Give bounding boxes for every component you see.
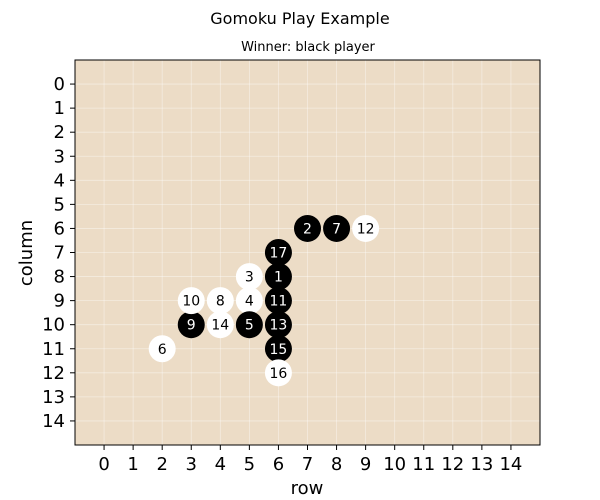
stone-move-label: 10 [182,294,200,310]
game-board [74,59,541,446]
stone: 12 [352,214,380,242]
y-tick-label: 2 [54,122,65,143]
x-tick-label: 13 [470,454,493,475]
y-tick-label: 11 [42,339,65,360]
stone: 10 [177,287,205,315]
stone-move-label: 9 [187,318,196,334]
chart-title: Gomoku Play Example [210,9,389,28]
y-tick-label: 9 [54,291,65,312]
y-axis-label: column [16,220,37,286]
stone: 11 [264,287,292,315]
x-tick-label: 10 [383,454,406,475]
stone-disc [177,311,205,339]
x-tick-label: 4 [215,454,226,475]
stone: 17 [264,239,292,266]
stone: 1 [264,263,292,291]
y-tick-label: 5 [54,194,65,215]
stone-move-label: 1 [274,270,283,286]
y-tick-label: 0 [54,74,65,95]
stone: 15 [264,335,292,363]
stone-move-label: 11 [270,294,288,310]
x-tick-label: 3 [186,454,197,475]
stone-disc [264,263,292,291]
stone: 8 [206,287,234,315]
x-tick-label: 0 [98,454,109,475]
stone-move-label: 13 [270,318,288,334]
stone: 4 [235,287,263,315]
x-tick-label: 12 [441,454,464,475]
stone-disc [235,287,263,315]
y-tick-label: 1 [54,98,65,119]
stone: 7 [323,214,351,242]
stone: 16 [264,359,292,387]
y-tick-label: 7 [54,243,65,264]
x-tick-label: 9 [360,454,371,475]
y-tick-label: 10 [42,315,65,336]
y-tick-label: 6 [54,218,65,239]
stone-move-label: 16 [270,366,288,382]
y-tick-label: 3 [54,146,65,167]
chart-subtitle: Winner: black player [241,40,375,55]
stone: 3 [235,263,263,291]
stone: 2 [294,214,321,242]
stone-move-label: 17 [270,246,288,262]
x-tick-label: 2 [156,454,167,475]
stone-move-label: 2 [303,221,312,237]
x-tick-label: 11 [412,454,435,475]
x-tick-label: 6 [273,454,284,475]
stone-move-label: 15 [270,342,288,358]
stone-disc [323,214,351,242]
stone-move-label: 12 [357,221,375,237]
x-tick-label: 1 [127,454,138,475]
x-tick-label: 14 [499,454,522,475]
stone: 6 [148,335,176,363]
stone-disc [148,335,176,363]
stone-move-label: 7 [332,221,341,237]
stone-disc [352,214,380,242]
x-tick-label: 7 [302,454,313,475]
stone-disc [264,359,292,387]
stone-disc [177,287,205,315]
stone-move-label: 14 [211,318,229,334]
stone-disc [264,335,292,363]
y-tick-label: 8 [54,267,65,288]
y-tick-label: 13 [42,387,65,408]
stone-move-label: 3 [245,270,254,286]
x-tick-label: 8 [331,454,342,475]
board-frame [74,59,541,446]
stone: 5 [235,311,263,339]
x-tick-label: 5 [244,454,255,475]
stone-disc [264,239,292,266]
stone: 14 [206,311,234,339]
stone-disc [264,287,292,315]
stone-disc [294,214,321,242]
stone: 9 [177,311,205,339]
stone-move-label: 6 [158,342,167,358]
stone-disc [206,311,234,339]
y-tick-label: 12 [42,363,65,384]
stone-disc [235,263,263,291]
stone-disc [206,287,234,315]
stone-disc [235,311,263,339]
stone-move-label: 8 [216,294,225,310]
stone-move-label: 5 [245,318,254,334]
x-axis-label: row [291,478,324,499]
stone-move-label: 4 [245,294,254,310]
y-tick-label: 14 [42,411,65,432]
stone: 13 [264,311,292,339]
y-tick-label: 4 [54,170,65,191]
stone-disc [264,311,292,339]
